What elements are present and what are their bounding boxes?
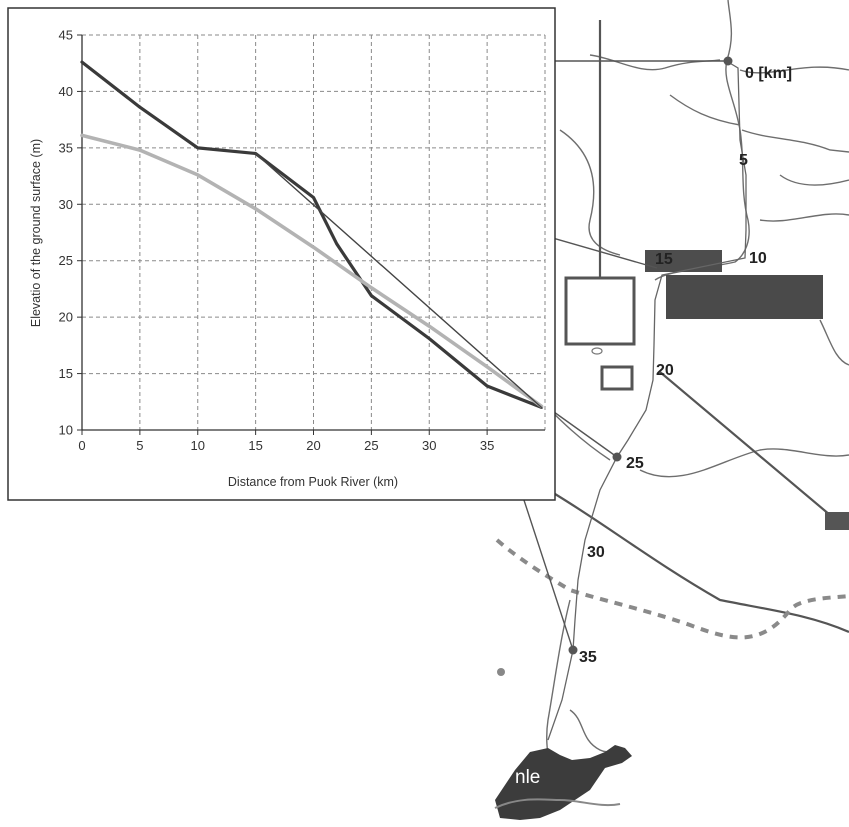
x-axis-label: Distance from Puok River (km) <box>228 475 398 489</box>
square-small <box>600 365 634 391</box>
km-25-dot <box>612 452 622 462</box>
km-label-10: 10 <box>749 250 767 267</box>
chart: 0 5 10 15 20 25 30 35 10 15 20 25 30 35 40 45 Distance … <box>7 7 556 501</box>
km-label-15: 15 <box>655 251 673 268</box>
x-tick-label: 20 <box>306 438 320 453</box>
series-line-1 <box>80 60 544 409</box>
road-diagonal <box>659 371 831 516</box>
chart-tick-labels: 0 5 10 15 20 25 30 35 10 15 20 25 30 35 40 45 <box>59 28 495 454</box>
chart-series <box>80 60 544 409</box>
river-right-top <box>739 66 849 74</box>
profile-route <box>547 61 747 741</box>
km-label-5: 5 <box>739 152 748 169</box>
road-south <box>544 487 849 634</box>
dashed-road <box>495 538 849 640</box>
km-35-dot <box>568 645 578 655</box>
chart-axes <box>77 34 545 435</box>
x-tick-label: 10 <box>191 438 205 453</box>
lake-label: nle <box>515 767 540 788</box>
y-tick-label: 40 <box>59 84 73 99</box>
square-large <box>564 276 636 346</box>
x-tick-label: 5 <box>136 438 143 453</box>
river-lake-inlet <box>569 709 621 753</box>
river-to-lake <box>546 599 571 771</box>
x-tick-label: 0 <box>78 438 85 453</box>
y-tick-label: 10 <box>59 423 73 438</box>
y-tick-label: 35 <box>59 140 73 155</box>
chart-frame <box>7 7 556 501</box>
river-south-east <box>639 448 849 478</box>
km-label-30: 30 <box>587 544 605 561</box>
projection-25km <box>546 406 618 458</box>
y-axis-label: Elevatio of the ground surface (m) <box>29 139 43 327</box>
river-east <box>759 213 849 222</box>
river-west-loop <box>559 129 621 256</box>
y-tick-label: 15 <box>59 366 73 381</box>
river-upper-left <box>589 54 721 71</box>
y-tick-label: 45 <box>59 28 73 43</box>
river-right-low <box>819 319 849 366</box>
river-east2 <box>779 174 849 186</box>
lake <box>495 745 632 820</box>
y-tick-label: 30 <box>59 197 73 212</box>
x-tick-label: 25 <box>364 438 378 453</box>
km-label-25: 25 <box>626 455 644 472</box>
x-tick-label: 30 <box>422 438 436 453</box>
x-tick-label: 35 <box>480 438 494 453</box>
island <box>497 668 505 676</box>
river-upper-branch <box>669 94 741 126</box>
map: 0 [km] 5 10 15 20 25 30 35 nle <box>80 0 849 820</box>
y-tick-label: 20 <box>59 310 73 325</box>
lake-shore <box>494 798 621 809</box>
series-line-2 <box>80 133 544 409</box>
pond <box>591 347 603 355</box>
series-line-3 <box>254 152 543 409</box>
river-mid-right <box>741 129 849 153</box>
block-east <box>666 275 823 319</box>
block-far-east <box>825 512 849 530</box>
km-label-0: 0 [km] <box>745 65 792 82</box>
km-label-20: 20 <box>656 362 674 379</box>
km-0-dot <box>723 56 733 66</box>
y-tick-label: 25 <box>59 253 73 268</box>
x-tick-label: 15 <box>248 438 262 453</box>
km-label-35: 35 <box>579 649 597 666</box>
